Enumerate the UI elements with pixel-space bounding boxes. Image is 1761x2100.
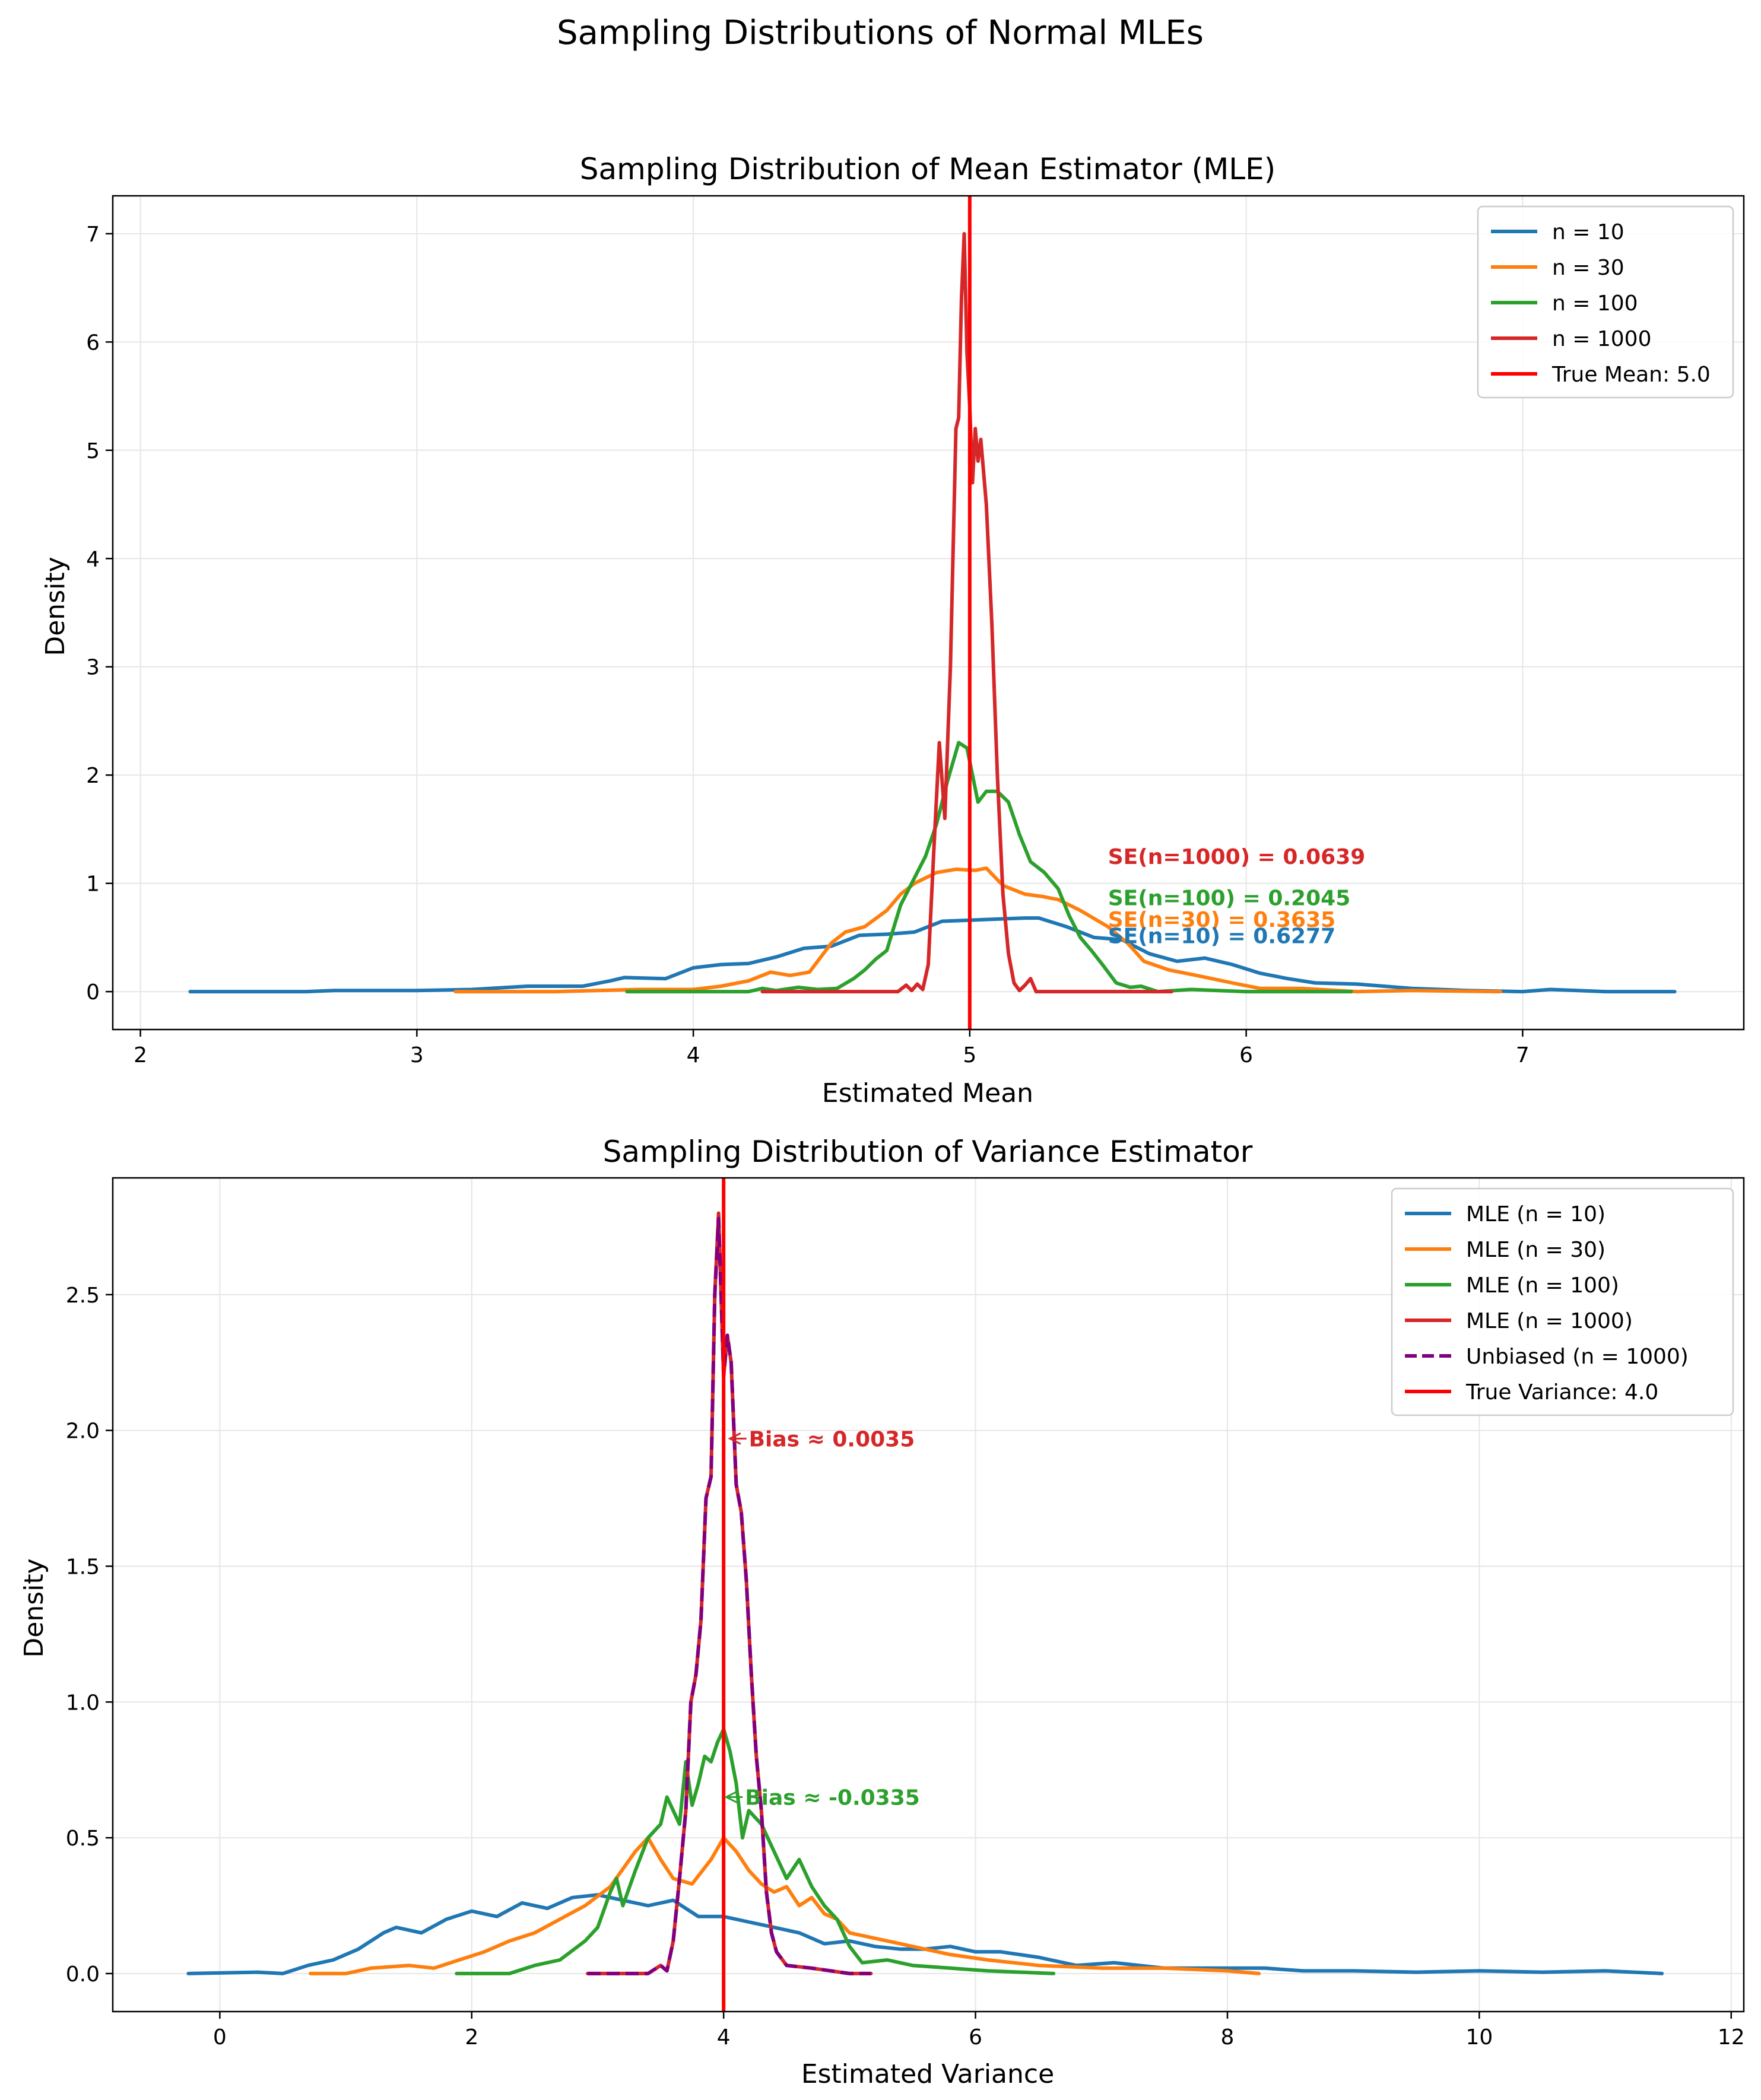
mean-annotation-2: SE(n=100) = 0.2045 — [1108, 886, 1351, 910]
mean-x-tick-label: 4 — [687, 1043, 700, 1068]
variance-estimator-panel: Sampling Distribution of Variance Estima… — [19, 1135, 1745, 2089]
mean-x-tick-label: 2 — [134, 1043, 147, 1068]
mean-annotation-4: SE(n=10) = 0.6277 — [1108, 924, 1335, 948]
mean-y-tick-label: 0 — [86, 980, 100, 1005]
mean-annotation-3: SE(n=30) = 0.3635 — [1108, 908, 1335, 932]
mean-legend-label-2: n = 30 — [1552, 256, 1624, 280]
variance-x-tick-label: 4 — [717, 2025, 731, 2050]
mean-x-axis-label: Estimated Mean — [822, 1078, 1033, 1108]
mean-x-tick-label: 7 — [1516, 1043, 1530, 1068]
mean-legend-label-4: n = 1000 — [1552, 327, 1651, 351]
mean-x-tick-label: 3 — [410, 1043, 424, 1068]
variance-y-tick-label: 0.0 — [66, 1962, 100, 1987]
mean-x-tick-label: 5 — [963, 1043, 976, 1068]
variance-legend-label-5: Unbiased (n = 1000) — [1466, 1345, 1689, 1369]
variance-plot-area: Bias ≈ 0.0035 Bias ≈ -0.0335 — [186, 1178, 1664, 2012]
mean-legend-label-1: n = 10 — [1552, 220, 1624, 244]
variance-annotation-2: Bias ≈ -0.0335 — [745, 1786, 920, 1810]
variance-y-tick-label: 1.5 — [66, 1555, 100, 1579]
mean-x-tick-label: 6 — [1239, 1043, 1253, 1068]
variance-series-line-1 — [186, 1893, 1664, 1975]
mean-y-tick-label: 2 — [86, 764, 100, 788]
variance-legend-label-6: True Variance: 4.0 — [1465, 1380, 1658, 1405]
variance-axes-frame — [112, 1177, 1745, 2013]
mean-legend-label-5: True Mean: 5.0 — [1551, 363, 1711, 387]
variance-y-tick-label: 2.0 — [66, 1419, 100, 1444]
variance-x-tick-label: 0 — [213, 2025, 227, 2050]
variance-legend-label-1: MLE (n = 10) — [1466, 1202, 1605, 1227]
variance-y-tick-label: 2.5 — [66, 1283, 100, 1308]
variance-annotation-arrowhead — [728, 1432, 741, 1445]
mean-axes: 2 3 4 5 6 7 0 1 2 3 4 5 6 7 — [86, 195, 1745, 1068]
mean-y-tick-label: 6 — [86, 331, 100, 355]
mean-y-tick-label: 5 — [86, 439, 100, 463]
variance-x-tick-label: 6 — [969, 2025, 982, 2050]
variance-y-axis-label: Density — [19, 1558, 49, 1657]
variance-series-line-3 — [455, 1727, 1056, 1975]
mean-y-tick-label: 1 — [86, 872, 100, 897]
mean-y-tick-label: 4 — [86, 547, 100, 571]
mean-y-tick-label: 3 — [86, 656, 100, 680]
mean-legend-box — [1477, 205, 1734, 399]
mean-estimator-panel: Sampling Distribution of Mean Estimator … — [40, 152, 1745, 1108]
figure-suptitle: Sampling Distributions of Normal MLEs — [557, 14, 1204, 52]
mean-annotation-1: SE(n=1000) = 0.0639 — [1108, 845, 1366, 869]
variance-legend-label-2: MLE (n = 30) — [1466, 1238, 1605, 1262]
variance-x-tick-label: 10 — [1465, 2025, 1493, 2050]
variance-annotation-1: Bias ≈ 0.0035 — [749, 1427, 915, 1451]
mean-series-line-3 — [625, 741, 1353, 994]
mean-legend: n = 10 n = 30 n = 100 n = 1000 True Mean: 5.… — [1477, 205, 1734, 399]
variance-y-tick-label: 0.5 — [66, 1826, 100, 1851]
variance-series-line-2 — [309, 1836, 1261, 1975]
variance-legend-label-3: MLE (n = 100) — [1466, 1273, 1619, 1298]
variance-annotation-arrowhead — [724, 1791, 738, 1803]
variance-y-tick-label: 1.0 — [66, 1691, 100, 1715]
variance-grid — [113, 1178, 1744, 2012]
variance-x-tick-label: 12 — [1718, 2025, 1745, 2050]
variance-panel-title: Sampling Distribution of Variance Estima… — [603, 1135, 1253, 1169]
mean-series-line-2 — [453, 866, 1503, 994]
variance-x-tick-label: 2 — [465, 2025, 478, 2050]
mean-y-tick-label: 7 — [86, 223, 100, 247]
variance-axes: 0 2 4 6 8 10 12 0.0 0.5 1.0 1.5 2.0 2.5 — [66, 1177, 1745, 2050]
variance-legend: MLE (n = 10) MLE (n = 30) MLE (n = 100) MLE… — [1391, 1187, 1734, 1416]
mean-panel-title: Sampling Distribution of Mean Estimator … — [580, 152, 1275, 186]
variance-legend-box — [1391, 1187, 1734, 1416]
mean-axes-frame — [112, 195, 1745, 1031]
variance-x-tick-label: 8 — [1221, 2025, 1235, 2050]
mean-legend-label-3: n = 100 — [1552, 291, 1638, 316]
variance-legend-label-4: MLE (n = 1000) — [1466, 1309, 1633, 1333]
variance-x-axis-label: Estimated Variance — [801, 2059, 1054, 2089]
mean-y-axis-label: Density — [40, 557, 71, 656]
